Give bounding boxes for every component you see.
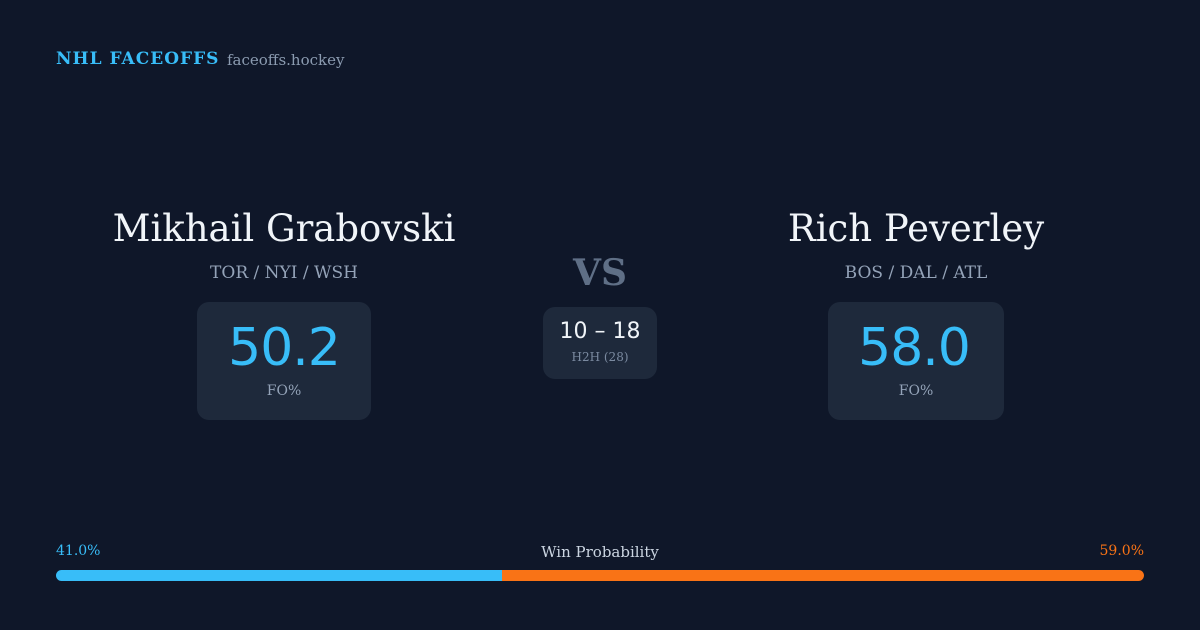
win-prob-right: 59.0% [1099, 543, 1144, 559]
site-link[interactable]: faceoffs.hockey [227, 51, 345, 69]
stat-label: FO% [898, 383, 934, 399]
versus: VS [573, 252, 627, 294]
win-prob-bar [56, 570, 503, 581]
player-teams: TOR / NYI / WSH [210, 263, 358, 283]
player-stat: 50.2 [228, 318, 341, 378]
h2h-score: 10 – 18 [559, 319, 641, 344]
h2h-card [543, 307, 657, 379]
stat-card [828, 302, 1004, 420]
brand: NHL FACEOFFS [56, 49, 220, 69]
player-name: Mikhail Grabovski [112, 207, 456, 250]
player-stat: 58.0 [858, 318, 971, 378]
h2h-label: H2H (28) [571, 350, 629, 364]
player-teams: BOS / DAL / ATL [844, 263, 988, 283]
win-prob-left: 41.0% [56, 543, 101, 559]
win-prob-title: Win Probability [541, 543, 659, 561]
win-prob-bar [502, 570, 1144, 581]
player-name: Rich Peverley [787, 207, 1045, 250]
stat-label: FO% [266, 383, 302, 399]
stat-card [197, 302, 371, 420]
